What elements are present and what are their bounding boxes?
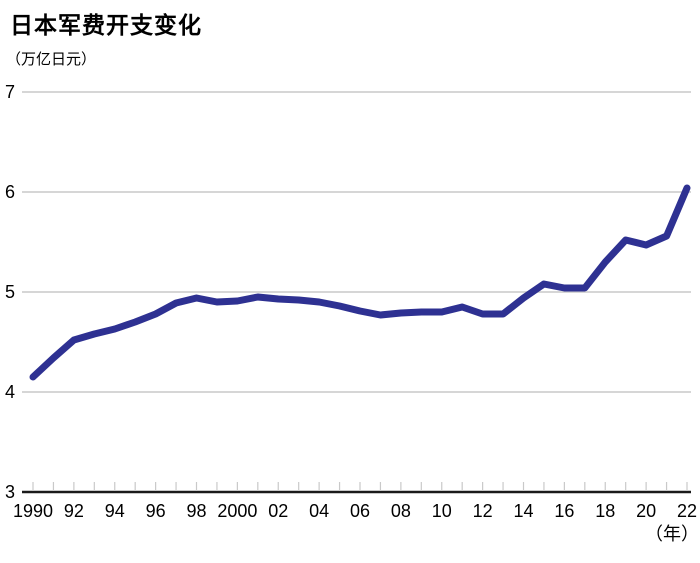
x-tick-label: 96 [146, 501, 166, 521]
x-axis-unit-label: （年） [645, 524, 699, 544]
y-tick-label: 6 [5, 182, 15, 202]
data-line-series [29, 184, 691, 381]
x-tick-label: 08 [391, 501, 411, 521]
x-tick-label: 18 [595, 501, 615, 521]
x-tick-label: 16 [554, 501, 574, 521]
x-tick-label: 14 [513, 501, 533, 521]
x-tick-label: 94 [105, 501, 125, 521]
x-tick-label: 98 [186, 501, 206, 521]
x-tick-label: 04 [309, 501, 329, 521]
x-tick-label: 22 [677, 501, 697, 521]
x-tick-label: 2000 [217, 501, 257, 521]
x-tick-label: 20 [636, 501, 656, 521]
x-tick-label: 92 [64, 501, 84, 521]
y-tick-label: 7 [5, 82, 15, 102]
x-tick-label: 12 [473, 501, 493, 521]
y-tick-label: 3 [5, 482, 15, 502]
chart-title: 日本军费开支变化 [10, 12, 202, 38]
x-tick-label: 1990 [13, 501, 53, 521]
x-tick-label: 10 [432, 501, 452, 521]
y-axis-unit-label: （万亿日元） [6, 51, 97, 68]
x-tick-label: 02 [268, 501, 288, 521]
y-tick-label: 5 [5, 282, 15, 302]
x-tick-label: 06 [350, 501, 370, 521]
y-tick-label: 4 [5, 382, 15, 402]
